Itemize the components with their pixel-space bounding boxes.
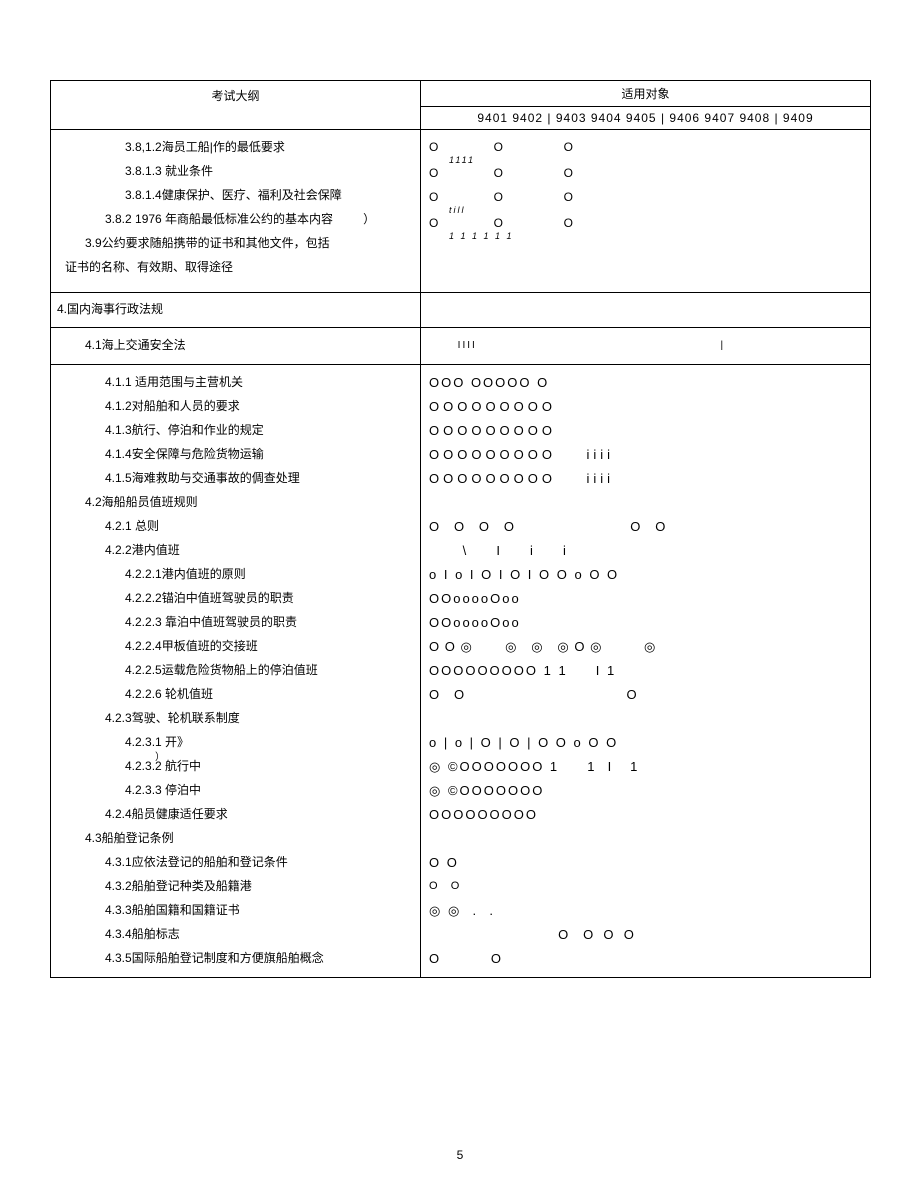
- marks-row: OOooooOoo: [429, 611, 862, 635]
- outline-item: 证书的名称、有效期、取得途径: [65, 256, 410, 280]
- outline-item: 3.8.1.4健康保护、医疗、福利及社会保障: [65, 184, 410, 208]
- section1-right: O O O1111O O OO O OtillO O O1 1 1 1 1 1: [421, 130, 871, 293]
- outline-item: 4.2.2.6 轮机值班: [65, 683, 410, 707]
- outline-item: 4.2.3.3 停泊中: [65, 779, 410, 803]
- marks-row: [429, 491, 862, 515]
- header-right-label: 适用对象: [421, 81, 870, 106]
- marks-row: O O: [429, 947, 862, 971]
- section2-right: OOO OOOOO OOOOOOOOOOOOOOOOOOOOOOOOOOOO i…: [421, 364, 871, 977]
- outline-item: 4.2.2.3 靠泊中值班驾驶员的职责: [65, 611, 410, 635]
- marks-row: [429, 827, 862, 851]
- marks-sub: 1 1 1 1 1 1: [429, 228, 862, 238]
- marks-row: O O O O O O: [429, 515, 862, 539]
- outline-item: 3.8,1.2海员工船|作的最低要求: [65, 136, 410, 160]
- syllabus-table: 考试大纲 适用对象 9401 9402 | 9403 9404 9405 | 9…: [50, 80, 871, 978]
- outline-item: 4.1.2对船舶和人员的要求: [65, 395, 410, 419]
- marks-row: OOOOOOOOO: [429, 419, 862, 443]
- outline-item: 4.3船舶登记条例: [65, 827, 410, 851]
- outline-item: 4.1.1 适用范围与主营机关: [65, 371, 410, 395]
- marks-row: OOOOOOOOO 1 1 I 1: [429, 659, 862, 683]
- outline-item: 4.2海船船员值班规则: [65, 491, 410, 515]
- marks-row: ◎ ©OOOOOOO: [429, 779, 862, 803]
- outline-item: 3.9公约要求随船携带的证书和其他文件，包括: [65, 232, 410, 256]
- marks-row: IIII |: [429, 334, 862, 358]
- marks-row: OOOOOOOOO iiii: [429, 443, 862, 467]
- outline-item: 4.2.2.4甲板值班的交接班: [65, 635, 410, 659]
- marks-row: O O ◎ ◎ ◎ ◎ O ◎ ◎: [429, 635, 862, 659]
- marks-row: o | o | O | O | O O o O O: [429, 731, 862, 755]
- marks-row: O O O O: [429, 923, 862, 947]
- marks-row: OOOOOOOOO: [429, 395, 862, 419]
- outline-item: 4.3.1应依法登记的船舶和登记条件: [65, 851, 410, 875]
- outline-item: 4.2.2.2锚泊中值班驾驶员的职责: [65, 587, 410, 611]
- marks-row: O O: [429, 875, 862, 899]
- codes-header: 9401 9402 | 9403 9404 9405 | 9406 9407 9…: [421, 106, 870, 129]
- header-left: 考试大纲: [51, 81, 421, 130]
- header-right: 适用对象 9401 9402 | 9403 9404 9405 | 9406 9…: [421, 81, 871, 130]
- outline-item: 4.1.4安全保障与危险货物运输: [65, 443, 410, 467]
- outline-item: 4.3.5国际船舶登记制度和方便旗船舶概念: [65, 947, 410, 971]
- outline-item: 4.2.1 总则: [65, 515, 410, 539]
- section2-header-right: [421, 293, 871, 328]
- marks-row: O O: [429, 851, 862, 875]
- marks-row: O O O: [429, 162, 862, 186]
- outline-item: 4.2.3驾驶、轮机联系制度: [65, 707, 410, 731]
- marks-row: [429, 238, 862, 262]
- outline-item: 3.8.2 1976 年商船最低标准公约的基本内容）: [65, 208, 410, 232]
- marks-row: OOO OOOOO O: [429, 371, 862, 395]
- outline-item: 4.3.3船舶国籍和国籍证书: [65, 899, 410, 923]
- outline-item: 4.1.3航行、停泊和作业的规定: [65, 419, 410, 443]
- marks-row: OOOOOOOOO iiii: [429, 467, 862, 491]
- outline-item: 4.2.4船员健康适任要求: [65, 803, 410, 827]
- marks-row: [429, 262, 862, 286]
- marks-row: \ I i i: [429, 539, 862, 563]
- outline-item: 4.2.2.5运载危险货物船上的停泊值班: [65, 659, 410, 683]
- marks-row: OOOOOOOOO: [429, 803, 862, 827]
- section2-header: 4.国内海事行政法规: [51, 293, 421, 328]
- section4-1-left: 4.1海上交通安全法: [51, 327, 421, 364]
- outline-item: 4.2.3.1 开》）: [65, 731, 410, 755]
- outline-item: 4.1.5海难救助与交通事故的倜查处理: [65, 467, 410, 491]
- outline-item: 4.3.4船舶标志: [65, 923, 410, 947]
- marks-row: ◎ ◎ . .: [429, 899, 862, 923]
- section2-left: 4.1.1 适用范围与主营机关4.1.2对船舶和人员的要求4.1.3航行、停泊和…: [51, 364, 421, 977]
- marks-row: [429, 707, 862, 731]
- marks-row: O O O: [429, 683, 862, 707]
- marks-row: o I o I O I O I O O o O O: [429, 563, 862, 587]
- outline-item: 4.2.2港内值班: [65, 539, 410, 563]
- section4-1-right: IIII |: [421, 327, 871, 364]
- outline-item: 3.8.1.3 就业条件: [65, 160, 410, 184]
- marks-row: ◎ ©OOOOOOO 1 1 I 1: [429, 755, 862, 779]
- marks-row: OOooooOoo: [429, 587, 862, 611]
- page-number: 5: [0, 1148, 920, 1162]
- outline-item: 4.2.2.1港内值班的原则: [65, 563, 410, 587]
- outline-item: 4.2.3.2 航行中: [65, 755, 410, 779]
- outline-item: 4.1海上交通安全法: [65, 334, 410, 358]
- outline-item: 4.3.2船舶登记种类及船籍港: [65, 875, 410, 899]
- section1-left: 3.8,1.2海员工船|作的最低要求3.8.1.3 就业条件3.8.1.4健康保…: [51, 130, 421, 293]
